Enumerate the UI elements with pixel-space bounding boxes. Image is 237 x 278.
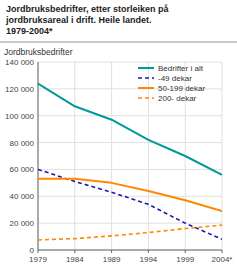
title-line: 1979-2004* (6, 26, 53, 36)
series-line (38, 179, 222, 211)
x-grid-line (74, 62, 75, 250)
y-tick-label: 40 000 (10, 192, 35, 201)
legend-label: 200- dekar (158, 94, 197, 103)
x-tick-label: 1989 (103, 255, 121, 264)
y-grid-line (38, 115, 222, 116)
legend-swatch (138, 97, 154, 99)
y-tick-label: 140 000 (5, 58, 34, 67)
y-tick-label: 20 000 (10, 219, 35, 228)
y-tick-label: 120 000 (5, 85, 34, 94)
legend-swatch (138, 67, 154, 69)
y-grid-line (38, 142, 222, 143)
y-grid-line (38, 250, 222, 251)
x-tick-label: 1979 (29, 255, 47, 264)
y-axis-label: Jordbruksbedrifter (4, 47, 73, 57)
separator (0, 42, 237, 43)
chart: Jordbruksbedrifter, etter storleiken påj… (0, 0, 237, 278)
legend-swatch (138, 77, 154, 79)
x-grid-line (148, 62, 149, 250)
x-grid-line (38, 62, 39, 250)
y-axis-line (38, 62, 39, 250)
x-grid-line (222, 62, 223, 250)
x-tick-label: 1994 (140, 255, 158, 264)
y-tick-label: 100 000 (5, 112, 34, 121)
y-grid-line (38, 223, 222, 224)
y-tick-label: 80 000 (10, 139, 35, 148)
legend: Bedrifter i alt-49 dekar50-199 dekar200-… (138, 64, 205, 103)
title: Jordbruksbedrifter, etter storleiken påj… (5, 4, 170, 36)
y-grid-line (38, 169, 222, 170)
x-tick-label: 2004* (212, 255, 233, 264)
x-tick-label: 1999 (176, 255, 194, 264)
plot-area (38, 83, 222, 239)
y-grid-line (38, 62, 222, 63)
x-axis-line (38, 250, 222, 251)
legend-label: 50-199 dekar (158, 84, 205, 93)
y-tick-label: 60 000 (10, 165, 35, 174)
x-tick-label: 1984 (66, 255, 84, 264)
title-line: Jordbruksbedrifter, etter storleiken på (6, 4, 170, 14)
legend-label: Bedrifter i alt (158, 64, 204, 73)
x-grid-line (111, 62, 112, 250)
legend-label: -49 dekar (158, 74, 192, 83)
legend-swatch (138, 87, 154, 89)
series-line (38, 225, 222, 240)
y-tick-label: 0 (30, 246, 35, 255)
series-line (38, 169, 222, 239)
series-line (38, 83, 222, 174)
title-line: jordbruksareal i drift. Heile landet. (5, 15, 152, 25)
y-grid-line (38, 196, 222, 197)
